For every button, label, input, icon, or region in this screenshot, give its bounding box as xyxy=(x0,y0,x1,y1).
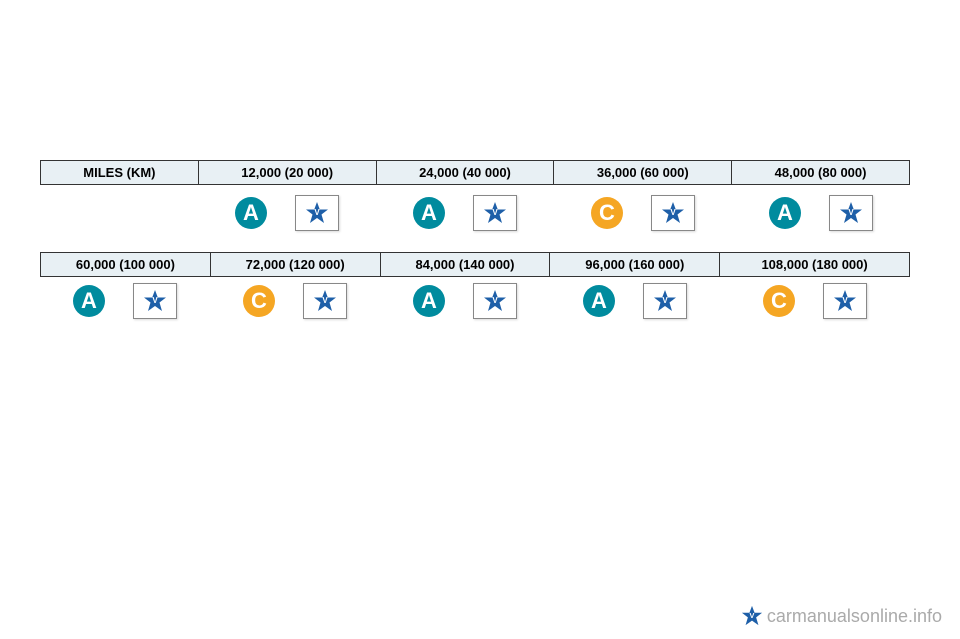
service-badge-a: A xyxy=(413,197,445,229)
icons-row-1: A V A V C V A V xyxy=(198,195,910,231)
svg-text:V: V xyxy=(152,296,158,305)
service-cell: C V xyxy=(210,283,380,319)
service-badge-c: C xyxy=(243,285,275,317)
icons-row-2: A V C V A V A V C V xyxy=(40,283,910,319)
service-cell: C V xyxy=(720,283,910,319)
star-box: V xyxy=(303,283,347,319)
miles-table-2: 60,000 (100 000) 72,000 (120 000) 84,000… xyxy=(40,252,910,277)
service-badge-c: C xyxy=(591,197,623,229)
svg-text:V: V xyxy=(492,296,498,305)
service-badge-a: A xyxy=(583,285,615,317)
svg-text:V: V xyxy=(848,208,854,217)
star-icon: V xyxy=(833,289,857,313)
table-row: 60,000 (100 000) 72,000 (120 000) 84,000… xyxy=(41,253,910,277)
service-badge-c: C xyxy=(763,285,795,317)
header-cell: 60,000 (100 000) xyxy=(41,253,211,277)
watermark: V carmanualsonline.info xyxy=(741,605,942,627)
header-cell: 96,000 (160 000) xyxy=(550,253,720,277)
star-box: V xyxy=(133,283,177,319)
header-cell: MILES (KM) xyxy=(41,161,199,185)
watermark-text: carmanualsonline.info xyxy=(767,606,942,627)
service-cell: A V xyxy=(380,283,550,319)
star-box: V xyxy=(829,195,873,231)
star-box: V xyxy=(473,283,517,319)
svg-text:V: V xyxy=(492,208,498,217)
svg-text:V: V xyxy=(842,296,848,305)
star-icon: V xyxy=(483,289,507,313)
svg-text:V: V xyxy=(314,208,320,217)
header-cell: 24,000 (40 000) xyxy=(376,161,554,185)
star-box: V xyxy=(651,195,695,231)
star-icon: V xyxy=(313,289,337,313)
service-badge-a: A xyxy=(73,285,105,317)
svg-text:V: V xyxy=(322,296,328,305)
star-box: V xyxy=(823,283,867,319)
star-box: V xyxy=(643,283,687,319)
svg-text:V: V xyxy=(662,296,668,305)
star-icon: V xyxy=(839,201,863,225)
service-cell: A V xyxy=(198,195,376,231)
miles-table-1: MILES (KM) 12,000 (20 000) 24,000 (40 00… xyxy=(40,160,910,185)
star-icon: V xyxy=(305,201,329,225)
svg-text:V: V xyxy=(670,208,676,217)
service-cell: A V xyxy=(732,195,910,231)
header-cell: 84,000 (140 000) xyxy=(380,253,550,277)
header-cell: 72,000 (120 000) xyxy=(210,253,380,277)
star-icon: V xyxy=(143,289,167,313)
star-icon: V xyxy=(653,289,677,313)
service-cell: A V xyxy=(550,283,720,319)
service-cell: A V xyxy=(376,195,554,231)
svg-text:V: V xyxy=(749,611,754,620)
header-cell: 36,000 (60 000) xyxy=(554,161,732,185)
star-box: V xyxy=(295,195,339,231)
service-badge-a: A xyxy=(769,197,801,229)
star-icon: V xyxy=(741,605,763,627)
service-cell: C V xyxy=(554,195,732,231)
service-badge-a: A xyxy=(413,285,445,317)
header-cell: 12,000 (20 000) xyxy=(198,161,376,185)
service-badge-a: A xyxy=(235,197,267,229)
star-icon: V xyxy=(661,201,685,225)
header-cell: 108,000 (180 000) xyxy=(720,253,910,277)
header-cell: 48,000 (80 000) xyxy=(732,161,910,185)
table-row: MILES (KM) 12,000 (20 000) 24,000 (40 00… xyxy=(41,161,910,185)
star-box: V xyxy=(473,195,517,231)
service-cell: A V xyxy=(40,283,210,319)
star-icon: V xyxy=(483,201,507,225)
